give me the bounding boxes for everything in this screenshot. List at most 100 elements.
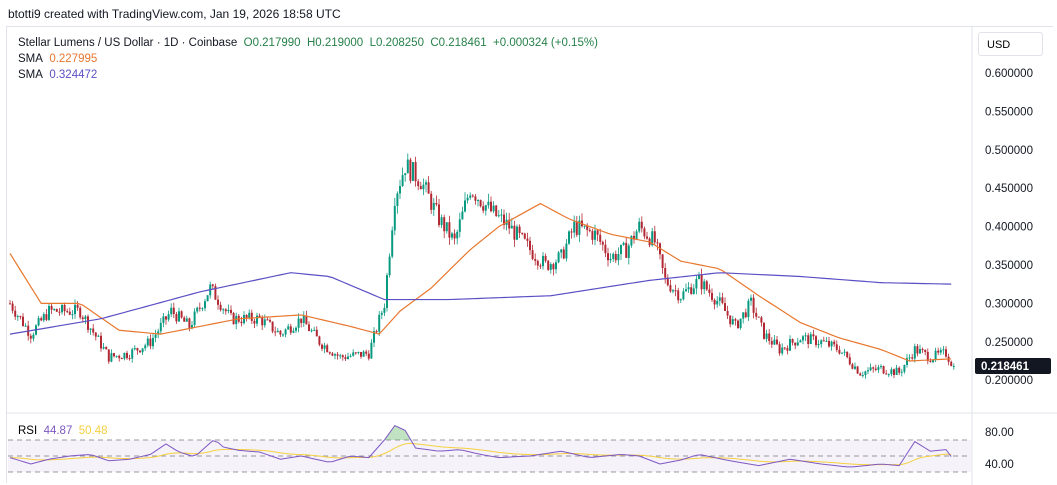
candle-body bbox=[952, 366, 955, 368]
candle-body bbox=[916, 346, 919, 354]
candle-body bbox=[552, 264, 555, 270]
candle-body bbox=[903, 364, 906, 372]
candle-body bbox=[666, 277, 669, 286]
candle-body bbox=[344, 357, 347, 360]
candle-body bbox=[110, 353, 113, 362]
candle-body bbox=[349, 355, 352, 357]
ohlc-close: C0.218461 bbox=[430, 37, 487, 49]
candle-body bbox=[89, 328, 92, 330]
candle-body bbox=[318, 336, 321, 345]
candle-body bbox=[401, 175, 404, 187]
candle-body bbox=[586, 225, 589, 230]
candle-body bbox=[380, 312, 383, 315]
candle-body bbox=[900, 371, 903, 373]
candle-body bbox=[419, 186, 422, 190]
candle-body bbox=[206, 295, 209, 302]
candle-body bbox=[630, 235, 633, 246]
candle-body bbox=[778, 344, 781, 354]
price-tick-label: 0.550000 bbox=[985, 106, 1033, 118]
candle-body bbox=[674, 290, 677, 292]
candle-body bbox=[638, 221, 641, 232]
candle-body bbox=[50, 305, 53, 310]
candle-body bbox=[271, 321, 274, 332]
candle-body bbox=[765, 333, 768, 339]
ohlc-open: O0.217990 bbox=[243, 37, 301, 49]
rsi-tick-label: 80.00 bbox=[985, 427, 1014, 439]
candle-body bbox=[253, 320, 256, 324]
candle-body bbox=[490, 201, 492, 212]
rsi-legend[interactable]: RSI 44.87 50.48 bbox=[18, 425, 108, 437]
candle-body bbox=[919, 349, 921, 354]
candle-body bbox=[456, 231, 459, 239]
candle-body bbox=[612, 253, 615, 259]
candle-body bbox=[539, 265, 542, 267]
candle-body bbox=[391, 230, 394, 257]
candle-body bbox=[560, 249, 563, 253]
candle-body bbox=[578, 220, 581, 235]
candle-body bbox=[370, 342, 373, 359]
candle-body bbox=[874, 368, 877, 370]
candle-body bbox=[939, 350, 942, 353]
candle-body bbox=[854, 366, 856, 369]
candle-body bbox=[354, 352, 357, 354]
candle-body bbox=[549, 264, 552, 270]
candle-body bbox=[536, 260, 539, 266]
candle-body bbox=[482, 206, 485, 211]
candle-body bbox=[734, 319, 737, 321]
candle-body bbox=[133, 348, 136, 350]
candle-body bbox=[921, 349, 924, 351]
candle-body bbox=[596, 230, 599, 235]
candle-body bbox=[661, 254, 664, 269]
candle-body bbox=[846, 351, 849, 358]
candle-body bbox=[885, 373, 888, 375]
candle-body bbox=[526, 238, 529, 241]
candle-body bbox=[867, 370, 869, 372]
candle-body bbox=[29, 335, 32, 339]
candle-body bbox=[781, 347, 784, 354]
candle-body bbox=[11, 303, 14, 311]
candle-body bbox=[731, 319, 734, 325]
candle-body bbox=[461, 211, 464, 220]
candle-body bbox=[417, 181, 420, 187]
sma-fast-legend[interactable]: SMA 0.227995 bbox=[18, 53, 98, 65]
candle-body bbox=[55, 309, 58, 312]
candle-body bbox=[266, 319, 269, 321]
candle-body bbox=[789, 339, 791, 351]
candle-body bbox=[76, 304, 79, 308]
candle-body bbox=[74, 304, 76, 315]
candle-body bbox=[274, 331, 277, 333]
candle-body bbox=[841, 352, 843, 354]
candle-body bbox=[924, 350, 927, 352]
candle-body bbox=[742, 312, 745, 319]
candle-body bbox=[128, 358, 131, 360]
candle-body bbox=[518, 226, 521, 234]
candle-body bbox=[828, 340, 830, 347]
candle-body bbox=[167, 314, 170, 320]
candle-body bbox=[287, 326, 290, 330]
candle-body bbox=[141, 348, 144, 353]
candle-body bbox=[534, 259, 537, 261]
candle-body bbox=[113, 353, 115, 357]
candle-body bbox=[799, 340, 802, 343]
candle-body bbox=[276, 330, 279, 333]
currency-button[interactable]: USD bbox=[978, 32, 1043, 56]
candle-body bbox=[204, 301, 206, 309]
candle-body bbox=[685, 289, 687, 292]
rsi-signal-line bbox=[9, 442, 952, 466]
candle-body bbox=[607, 253, 609, 261]
candle-body bbox=[79, 307, 82, 318]
candle-body bbox=[653, 231, 656, 243]
candle-body bbox=[365, 351, 368, 354]
candle-body bbox=[770, 340, 773, 345]
candle-body bbox=[284, 329, 287, 335]
candle-body bbox=[222, 309, 225, 311]
sma-slow-legend[interactable]: SMA 0.324472 bbox=[18, 69, 98, 81]
candle-body bbox=[895, 367, 898, 376]
candle-body bbox=[68, 311, 71, 315]
candle-body bbox=[451, 233, 453, 238]
candle-body bbox=[269, 319, 271, 322]
candle-body bbox=[198, 307, 201, 309]
candle-body bbox=[588, 229, 591, 232]
candle-body bbox=[139, 350, 141, 353]
